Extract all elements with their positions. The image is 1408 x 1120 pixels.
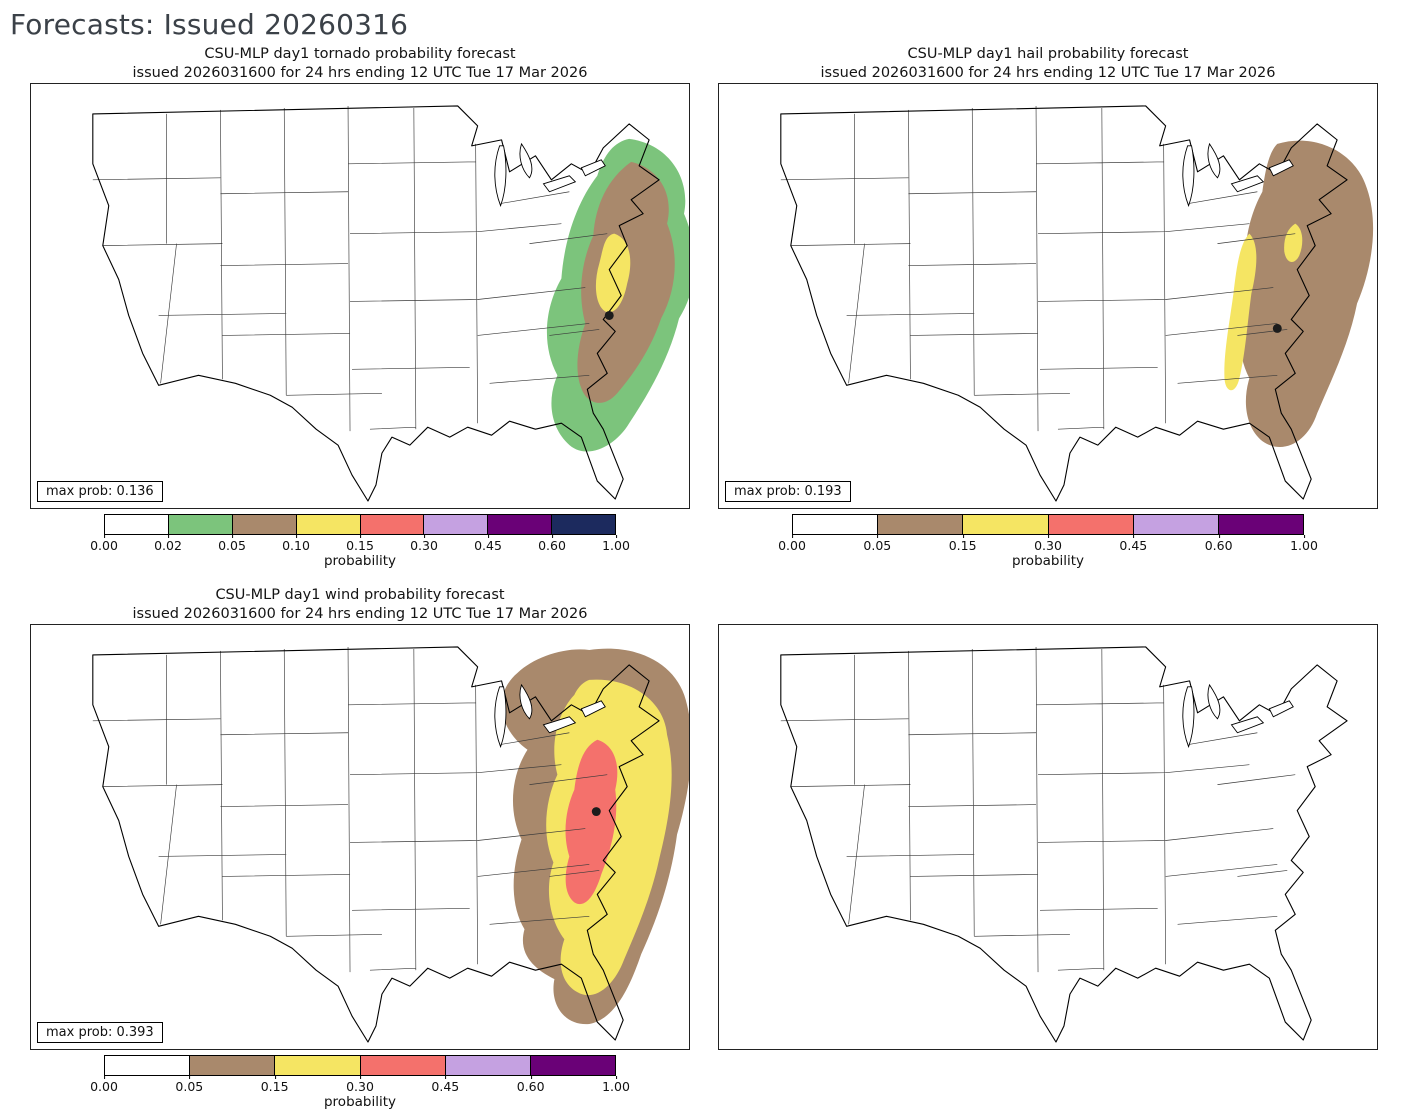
panel-title: CSU-MLP day1 hail probability forecast i… bbox=[718, 45, 1378, 83]
prob-contour-0.30-red bbox=[565, 739, 618, 905]
colorbar-tick: 1.00 bbox=[602, 1076, 630, 1094]
max-prob-badge: max prob: 0.393 bbox=[37, 1022, 163, 1043]
colorbar-segment bbox=[1132, 515, 1218, 534]
panel-title-line1: CSU-MLP day1 wind probability forecast bbox=[215, 587, 505, 603]
colorbar-axis-label: probability bbox=[323, 553, 397, 569]
report-location-dot bbox=[591, 807, 601, 817]
map-frame: max prob: 0.393 bbox=[30, 624, 690, 1050]
colorbar-ticks: 0.00 0.02 0.05 0.10 0.15 0.30 0.45 0.60 1.00 bbox=[90, 535, 630, 553]
us-base-map bbox=[780, 646, 1348, 1043]
colorbar-segment bbox=[231, 515, 296, 534]
colorbar-segment bbox=[189, 1056, 275, 1075]
prob-contour-0.15-yellow-strip bbox=[1224, 233, 1257, 391]
report-location-dot bbox=[1272, 323, 1282, 333]
colorbar-segment bbox=[359, 1056, 445, 1075]
empty-forecast-panel bbox=[718, 586, 1378, 1120]
page-title: Forecasts: Issued 20260316 bbox=[10, 8, 409, 41]
wind-forecast-panel: CSU-MLP day1 wind probability forecast i… bbox=[30, 586, 690, 1120]
colorbar-tick: 0.02 bbox=[154, 535, 182, 553]
colorbar-segment bbox=[105, 1056, 190, 1075]
colorbar-segment bbox=[1047, 515, 1133, 534]
colorbar-axis-label: probability bbox=[1011, 553, 1085, 569]
colorbar-tick: 0.45 bbox=[431, 1076, 460, 1094]
colorbar-segment bbox=[423, 515, 488, 534]
hail-forecast-panel: CSU-MLP day1 hail probability forecast i… bbox=[718, 45, 1378, 586]
prob-contour-0.15-yellow-spot bbox=[1284, 223, 1303, 262]
colorbar-tick: 0.05 bbox=[863, 535, 892, 553]
colorbar-segment bbox=[962, 515, 1048, 534]
us-map-hail bbox=[780, 105, 1374, 502]
colorbar-bar bbox=[792, 514, 1304, 535]
colorbar-tick: 0.10 bbox=[282, 535, 310, 553]
colorbar-tick: 0.60 bbox=[516, 1076, 545, 1094]
colorbar-tick: 0.60 bbox=[1204, 535, 1233, 553]
panel-title-line1: CSU-MLP day1 hail probability forecast bbox=[907, 46, 1189, 62]
panel-title: CSU-MLP day1 wind probability forecast i… bbox=[30, 586, 690, 624]
panel-title: CSU-MLP day1 tornado probability forecas… bbox=[30, 45, 690, 83]
colorbar-tick: 0.45 bbox=[1119, 535, 1148, 553]
colorbar-ticks: 0.00 0.05 0.15 0.30 0.45 0.60 1.00 bbox=[778, 535, 1318, 553]
forecast-grid: CSU-MLP day1 tornado probability forecas… bbox=[0, 45, 1408, 1120]
colorbar-tick: 0.30 bbox=[346, 1076, 374, 1094]
colorbar-segment bbox=[551, 515, 615, 534]
map-frame: max prob: 0.193 bbox=[718, 83, 1378, 509]
panel-title-line2: issued 2026031600 for 24 hrs ending 12 U… bbox=[132, 64, 588, 81]
colorbar-tick: 0.45 bbox=[474, 535, 502, 553]
map-frame bbox=[718, 624, 1378, 1050]
colorbar-hail: 0.00 0.05 0.15 0.30 0.45 0.60 1.00 probability bbox=[718, 509, 1378, 586]
tornado-forecast-panel: CSU-MLP day1 tornado probability forecas… bbox=[30, 45, 690, 586]
colorbar-axis-label: probability bbox=[323, 1094, 397, 1110]
colorbar-segment bbox=[167, 515, 232, 534]
colorbar-tick: 0.15 bbox=[260, 1076, 289, 1094]
colorbar-tick: 0.15 bbox=[948, 535, 977, 553]
panel-title-line2: issued 2026031600 for 24 hrs ending 12 U… bbox=[820, 64, 1276, 81]
us-map-tornado bbox=[92, 105, 689, 502]
prob-contour-0.05-brown bbox=[1239, 140, 1374, 447]
colorbar-tick: 1.00 bbox=[602, 535, 630, 553]
us-map-empty bbox=[780, 646, 1348, 1043]
panel-title-line1: CSU-MLP day1 tornado probability forecas… bbox=[204, 46, 516, 62]
us-map-wind bbox=[92, 646, 689, 1043]
colorbar-tick: 0.60 bbox=[538, 535, 566, 553]
colorbar-segment bbox=[793, 515, 878, 534]
colorbar-segment bbox=[274, 1056, 360, 1075]
colorbar-segment bbox=[1217, 515, 1304, 534]
colorbar-tick: 1.00 bbox=[1290, 535, 1318, 553]
colorbar-tick: 0.05 bbox=[218, 535, 246, 553]
colorbar-tick: 0.00 bbox=[778, 535, 806, 553]
colorbar-tick: 0.30 bbox=[410, 535, 438, 553]
colorbar-segment bbox=[877, 515, 963, 534]
colorbar-tornado: 0.00 0.02 0.05 0.10 0.15 0.30 0.45 0.60 1.00 pro… bbox=[30, 509, 690, 586]
colorbar-bar bbox=[104, 514, 616, 535]
panel-title-line2: issued 2026031600 for 24 hrs ending 12 U… bbox=[132, 605, 588, 622]
colorbar-tick: 0.15 bbox=[346, 535, 374, 553]
colorbar-segment bbox=[529, 1056, 616, 1075]
colorbar-segment bbox=[359, 515, 424, 534]
colorbar-wind: 0.00 0.05 0.15 0.30 0.45 0.60 1.00 probability bbox=[30, 1050, 690, 1120]
max-prob-badge: max prob: 0.136 bbox=[37, 481, 163, 502]
panel-title bbox=[718, 586, 1378, 624]
colorbar-segment bbox=[444, 1056, 530, 1075]
colorbar-tick: 0.30 bbox=[1034, 535, 1062, 553]
colorbar-tick: 0.00 bbox=[90, 1076, 118, 1094]
colorbar-segment bbox=[105, 515, 168, 534]
colorbar-bar bbox=[104, 1055, 616, 1076]
map-frame: max prob: 0.136 bbox=[30, 83, 690, 509]
colorbar-segment bbox=[295, 515, 360, 534]
colorbar-ticks: 0.00 0.05 0.15 0.30 0.45 0.60 1.00 bbox=[90, 1076, 630, 1094]
report-location-dot bbox=[604, 310, 614, 320]
colorbar-tick: 0.05 bbox=[175, 1076, 204, 1094]
colorbar-tick: 0.00 bbox=[90, 535, 118, 553]
max-prob-badge: max prob: 0.193 bbox=[725, 481, 851, 502]
colorbar-segment bbox=[487, 515, 552, 534]
